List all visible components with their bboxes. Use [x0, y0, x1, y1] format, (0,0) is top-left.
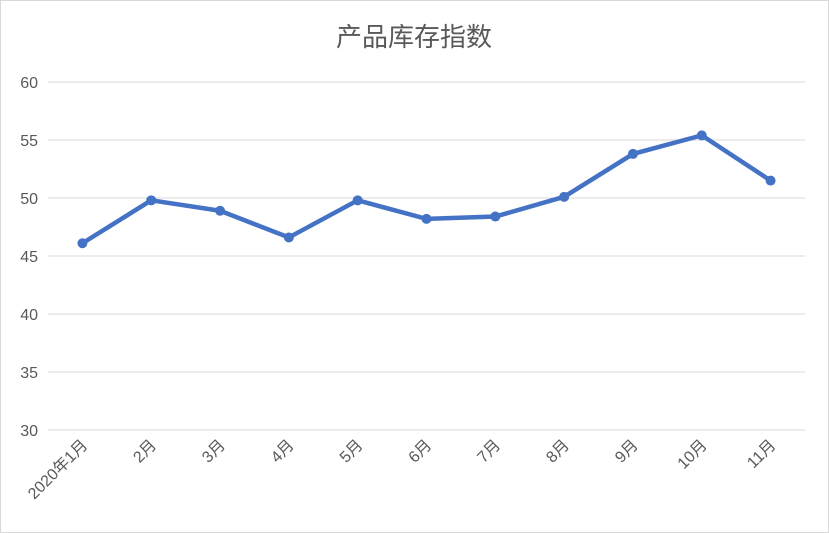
data-point — [696, 130, 707, 141]
data-point — [765, 175, 776, 186]
x-tick-label: 11月 — [744, 437, 779, 472]
x-tick-label: 3月 — [199, 437, 229, 467]
series-group — [77, 130, 776, 249]
x-tick-label: 2月 — [130, 437, 160, 467]
series-line — [80, 133, 773, 246]
data-point — [215, 205, 226, 216]
x-tick-label: 4月 — [268, 437, 298, 467]
x-tick-label: 6月 — [406, 437, 436, 467]
data-point — [146, 195, 157, 206]
x-tick-label: 7月 — [475, 437, 505, 467]
x-tick-label: 9月 — [612, 437, 642, 467]
y-tick-label: 30 — [20, 423, 38, 440]
y-tick-label: 40 — [20, 307, 38, 324]
x-tick-label: 10月 — [675, 437, 711, 473]
data-point — [627, 148, 638, 159]
y-tick-label: 55 — [20, 133, 38, 150]
y-axis-tick-labels: 30 35 40 45 50 55 60 — [20, 75, 38, 440]
x-tick-label: 8月 — [543, 437, 573, 467]
y-tick-label: 45 — [20, 249, 38, 266]
y-tick-label: 35 — [20, 365, 38, 382]
data-point — [77, 238, 88, 249]
data-point — [283, 232, 294, 243]
data-point — [559, 191, 570, 202]
x-axis-tick-labels: 2020年1月 2月 3月 4月 5月 6月 7月 8月 9月 10月 11月 — [24, 436, 779, 503]
x-tick-label: 5月 — [337, 437, 367, 467]
y-tick-label: 60 — [20, 75, 38, 92]
y-tick-label: 50 — [20, 191, 38, 208]
x-tick-label: 2020年1月 — [24, 436, 91, 503]
data-point — [352, 195, 363, 206]
chart-title: 产品库存指数 — [336, 23, 492, 53]
gridlines — [48, 81, 805, 431]
data-point — [490, 211, 501, 222]
data-point — [421, 213, 432, 224]
